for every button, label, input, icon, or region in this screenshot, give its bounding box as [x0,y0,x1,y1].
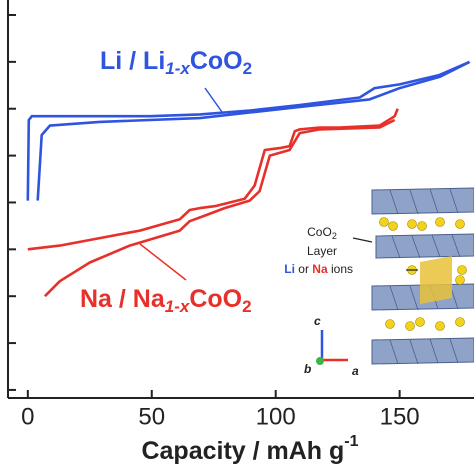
label-part: Na [312,262,328,276]
label-sub: 1-x [165,297,191,316]
inset-layer-label: CoO2 [307,225,337,241]
label-sub: 1-x [165,59,191,78]
label-part: Li / Li [100,47,165,75]
label-part: Na / Na [80,285,166,313]
line-series [43,118,396,298]
inset-structure [316,187,474,365]
label-sub: 2 [242,297,251,316]
line-series [27,108,399,251]
pointer [139,243,187,281]
label-part: ions [328,262,353,276]
inset-axis: b [304,362,311,376]
line-series [26,60,471,201]
x-tick-label: 100 [256,403,296,430]
line-series [36,60,471,201]
inset-layer-label: Layer [307,244,337,258]
pointer [204,87,223,113]
x-tick-label: 150 [380,403,420,430]
label-part: CoO [307,225,332,239]
inset-ions-label: Li or Na ions [284,262,353,276]
inset-axis: a [352,364,359,378]
label-part: or [295,262,312,276]
x-axis-title: Capacity / mAh g-1 [141,433,358,464]
label-part: Capacity / mAh g [141,437,344,465]
label-part: CoO [189,285,242,313]
x-tick-label: 0 [21,403,34,430]
label-sub: 2 [332,231,337,241]
inset-axis: c [314,314,321,328]
label-sub: 2 [243,59,252,78]
x-tick-label: 50 [138,403,165,430]
label-part: Li [284,262,295,276]
curve-label: Na / Na1-xCoO2 [80,285,252,317]
label-part: CoO [190,47,243,75]
curve-label: Li / Li1-xCoO2 [100,47,252,79]
label-sup: -1 [344,433,358,450]
